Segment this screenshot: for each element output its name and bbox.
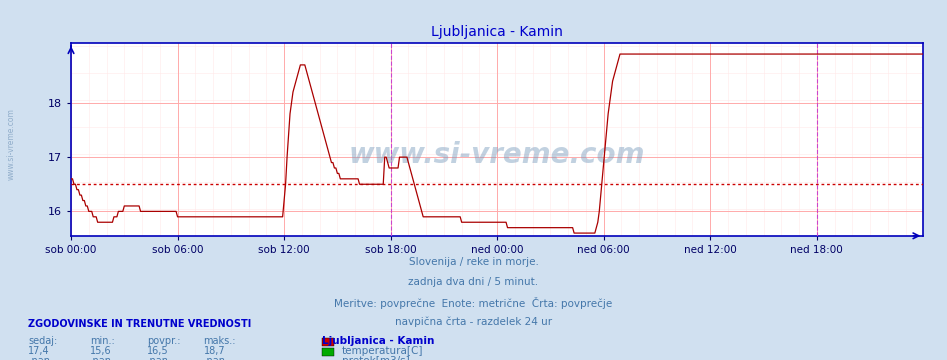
Text: Meritve: povprečne  Enote: metrične  Črta: povprečje: Meritve: povprečne Enote: metrične Črta:… <box>334 297 613 309</box>
Text: Slovenija / reke in morje.: Slovenija / reke in morje. <box>408 257 539 267</box>
Text: -nan: -nan <box>204 356 225 360</box>
Text: min.:: min.: <box>90 336 115 346</box>
Text: povpr.:: povpr.: <box>147 336 180 346</box>
Text: 16,5: 16,5 <box>147 346 169 356</box>
Title: Ljubljanica - Kamin: Ljubljanica - Kamin <box>431 25 563 39</box>
Text: zadnja dva dni / 5 minut.: zadnja dva dni / 5 minut. <box>408 277 539 287</box>
Text: www.si-vreme.com: www.si-vreme.com <box>7 108 16 180</box>
Text: navpična črta - razdelek 24 ur: navpična črta - razdelek 24 ur <box>395 317 552 327</box>
Text: Ljubljanica - Kamin: Ljubljanica - Kamin <box>322 336 435 346</box>
Text: 17,4: 17,4 <box>28 346 50 356</box>
Text: sedaj:: sedaj: <box>28 336 58 346</box>
Text: www.si-vreme.com: www.si-vreme.com <box>348 141 646 169</box>
Text: -nan: -nan <box>28 356 50 360</box>
Text: 18,7: 18,7 <box>204 346 225 356</box>
Text: temperatura[C]: temperatura[C] <box>342 346 423 356</box>
Text: maks.:: maks.: <box>204 336 236 346</box>
Text: 15,6: 15,6 <box>90 346 112 356</box>
Text: -nan: -nan <box>147 356 169 360</box>
Text: -nan: -nan <box>90 356 112 360</box>
Text: pretok[m3/s]: pretok[m3/s] <box>342 356 410 360</box>
Text: ZGODOVINSKE IN TRENUTNE VREDNOSTI: ZGODOVINSKE IN TRENUTNE VREDNOSTI <box>28 319 252 329</box>
